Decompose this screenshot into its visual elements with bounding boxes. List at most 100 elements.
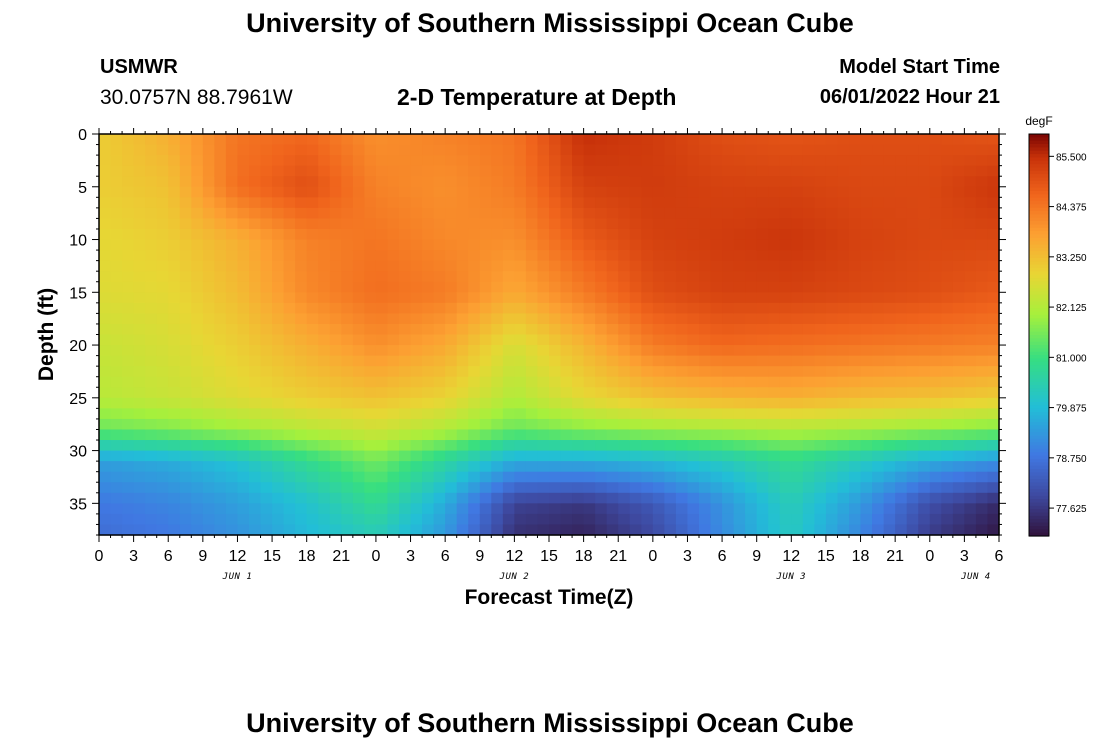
heatmap-cell: [860, 302, 873, 314]
heatmap-cell: [225, 408, 239, 420]
heatmap-cell: [479, 271, 492, 283]
heatmap-cell: [802, 524, 815, 536]
heatmap-cell: [168, 144, 181, 156]
heatmap-cell: [872, 482, 885, 494]
heatmap-cell: [410, 323, 423, 336]
heatmap-cell: [975, 461, 989, 473]
heatmap-cell: [629, 440, 642, 452]
heatmap-cell: [883, 186, 896, 198]
heatmap-cell: [306, 345, 319, 357]
heatmap-cell: [606, 429, 619, 441]
heatmap-cell: [491, 197, 504, 209]
heatmap-cell: [352, 144, 365, 156]
heatmap-cell: [572, 281, 585, 293]
heatmap-cell: [341, 440, 354, 452]
heatmap-cell: [133, 461, 146, 473]
heatmap-cell: [791, 440, 804, 452]
heatmap-cell: [329, 250, 342, 262]
heatmap-cell: [99, 408, 112, 420]
heatmap-cell: [895, 165, 908, 177]
heatmap-cell: [952, 429, 965, 441]
heatmap-cell: [964, 197, 977, 209]
heatmap-cell: [468, 186, 481, 198]
heatmap-cell: [133, 186, 146, 198]
colorbar-swatch: [1029, 204, 1049, 209]
heatmap-cell: [733, 281, 746, 293]
heatmap-cell: [699, 503, 712, 515]
heatmap-cell: [941, 176, 954, 188]
heatmap-cell: [756, 228, 769, 241]
heatmap-cell: [675, 482, 689, 494]
heatmap-cell: [929, 492, 942, 504]
heatmap-cell: [329, 492, 342, 504]
heatmap-cell: [675, 323, 689, 336]
heatmap-cell: [202, 408, 215, 420]
heatmap-cell: [110, 302, 123, 314]
heatmap-cell: [560, 134, 573, 146]
heatmap-cell: [814, 239, 827, 251]
heatmap-cell: [352, 292, 365, 304]
heatmap-cell: [664, 387, 677, 399]
heatmap-cell: [964, 461, 977, 473]
heatmap-cell: [722, 207, 735, 220]
heatmap-cell: [329, 450, 342, 462]
heatmap-cell: [652, 165, 665, 177]
heatmap-cell: [560, 313, 573, 325]
heatmap-cell: [791, 239, 804, 251]
heatmap-cell: [445, 323, 458, 336]
heatmap-cell: [537, 461, 550, 473]
heatmap-cell: [375, 250, 389, 262]
heatmap-cell: [560, 471, 573, 483]
heatmap-cell: [849, 461, 862, 473]
heatmap-cell: [825, 450, 839, 462]
heatmap-cell: [375, 418, 389, 431]
heatmap-cell: [549, 355, 562, 367]
heatmap-cell: [110, 440, 123, 452]
heatmap-cell: [779, 292, 792, 304]
heatmap-cell: [249, 176, 262, 188]
heatmap-cell: [675, 250, 689, 262]
heatmap-cell: [479, 387, 492, 399]
heatmap-cell: [918, 144, 931, 156]
heatmap-cell: [595, 482, 608, 494]
heatmap-cell: [895, 345, 908, 357]
heatmap-cell: [352, 450, 365, 462]
heatmap-cell: [122, 323, 135, 336]
heatmap-cell: [214, 334, 227, 346]
heatmap-cell: [260, 155, 273, 167]
heatmap-cell: [295, 155, 308, 167]
heatmap-cell: [825, 355, 839, 367]
heatmap-cell: [514, 271, 527, 283]
heatmap-cell: [837, 503, 850, 515]
heatmap-cell: [802, 260, 815, 272]
heatmap-cell: [687, 186, 700, 198]
heatmap-cell: [525, 302, 539, 314]
heatmap-cell: [837, 355, 850, 367]
heatmap-cell: [168, 250, 181, 262]
heatmap-cell: [202, 397, 215, 409]
heatmap-cell: [987, 302, 1000, 314]
heatmap-cell: [837, 250, 850, 262]
heatmap-cell: [572, 250, 585, 262]
heatmap-cell: [733, 176, 746, 188]
heatmap-cell: [318, 302, 331, 314]
heatmap-cell: [514, 440, 527, 452]
heatmap-cell: [872, 408, 885, 420]
heatmap-cell: [906, 355, 919, 367]
heatmap-cell: [733, 302, 746, 314]
heatmap-cell: [491, 144, 504, 156]
colorbar-swatch: [1029, 381, 1049, 386]
heatmap-cell: [814, 165, 827, 177]
heatmap-cell: [941, 323, 954, 336]
heatmap-cell: [179, 197, 192, 209]
heatmap-cell: [802, 513, 815, 526]
heatmap-cell: [687, 418, 700, 431]
heatmap-cell: [987, 218, 1000, 230]
heatmap-cell: [249, 387, 262, 399]
heatmap-cell: [514, 165, 527, 177]
heatmap-cell: [595, 260, 608, 272]
heatmap-cell: [491, 387, 504, 399]
heatmap-cell: [306, 260, 319, 272]
colorbar-tick-label: 84.375: [1056, 203, 1087, 214]
heatmap-cell: [641, 355, 654, 367]
